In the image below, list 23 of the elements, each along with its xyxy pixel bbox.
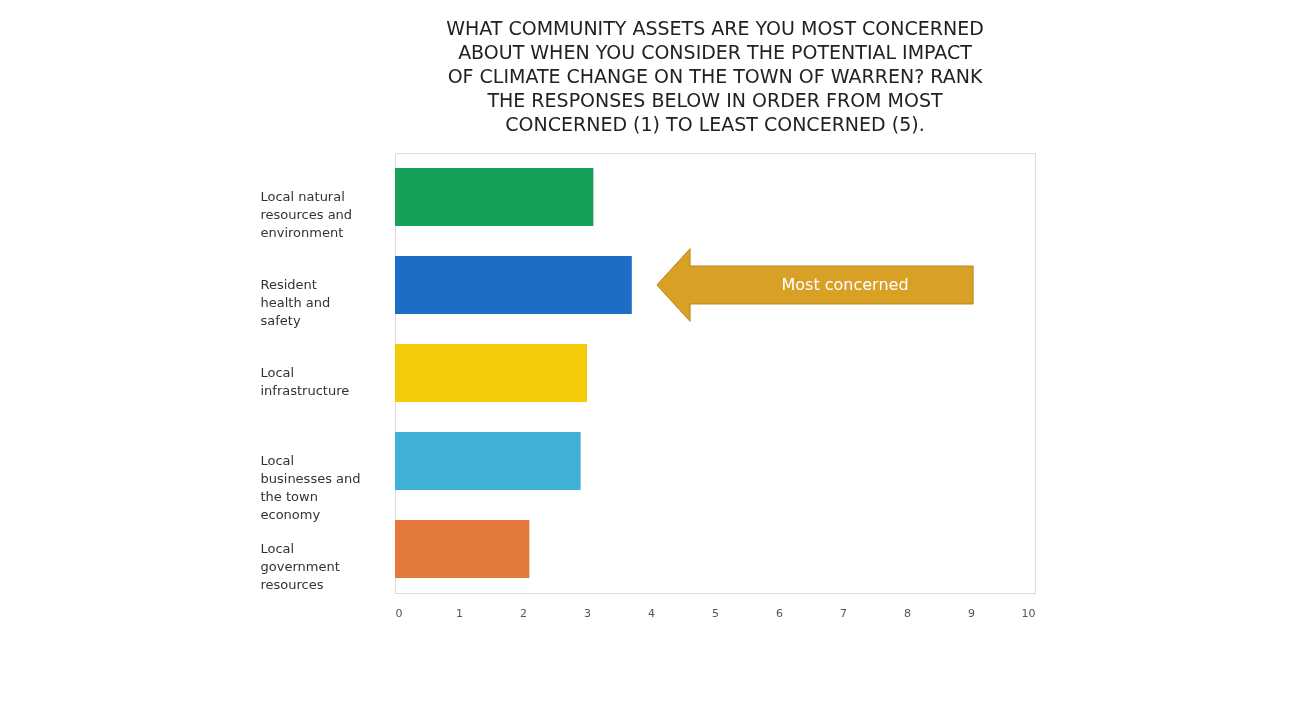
x-tick-label: 10 bbox=[1021, 606, 1036, 620]
y-tick-label: Local infrastructure bbox=[260, 365, 350, 398]
x-tick-label: 9 bbox=[968, 606, 975, 620]
y-tick-label: Local natural resources and environment bbox=[260, 189, 353, 240]
x-tick-label: 5 bbox=[712, 606, 719, 620]
y-tick-label: Local government resources bbox=[260, 541, 340, 592]
bar bbox=[395, 344, 587, 402]
annotation: Most concerned bbox=[781, 275, 909, 294]
bar bbox=[395, 256, 632, 314]
x-tick-label: 1 bbox=[456, 606, 463, 620]
x-tick-label: 0 bbox=[395, 606, 403, 620]
x-tick-label: 7 bbox=[840, 606, 847, 620]
x-tick-label: 2 bbox=[520, 606, 527, 620]
x-tick-label: 3 bbox=[584, 606, 591, 620]
x-tick-label: 4 bbox=[648, 606, 655, 620]
bar bbox=[395, 520, 530, 578]
x-tick-label: 6 bbox=[776, 606, 783, 620]
bar bbox=[395, 168, 594, 226]
y-tick-label: Local businesses and the town economy bbox=[260, 453, 361, 522]
x-tick-label: 8 bbox=[904, 606, 911, 620]
chart-title: WHAT COMMUNITY ASSETS ARE YOU MOST CONCERNED ABOUT WHEN YOU CONSIDER THE POTENTIAL IMPACT OF CLIMATE CHANGE ON THE TOWN OF WARREN? RANK THE RESPONSES BELOW IN ORDER FROM MOST CONCERNED (1) TO LEAST CONCERNED (5). bbox=[446, 17, 984, 135]
y-tick-label: Resident health and safety bbox=[260, 277, 331, 328]
bar bbox=[395, 432, 581, 490]
